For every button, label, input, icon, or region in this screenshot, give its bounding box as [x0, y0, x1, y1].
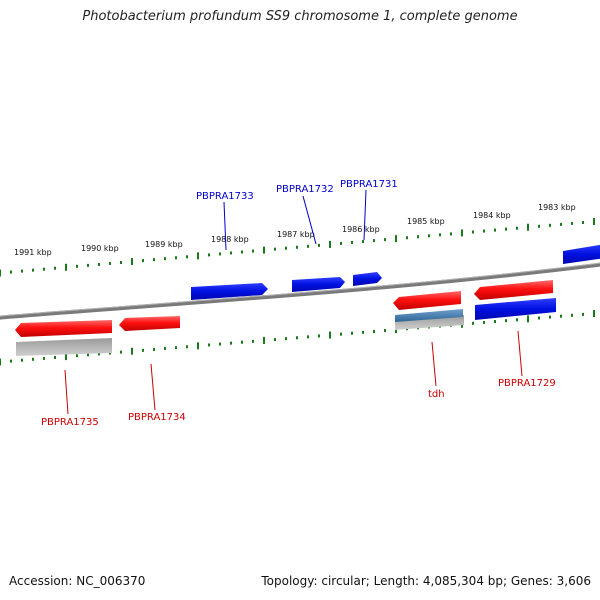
leader-PBPRA1733	[223, 201, 227, 251]
leader-PBPRA1729	[517, 330, 523, 377]
gene-label-tdh[interactable]: tdh	[428, 389, 445, 400]
gene-PBPRA1735-arrow[interactable]	[15, 320, 112, 337]
scale-label-1986: 1986 kbp	[342, 225, 380, 234]
leader-PBPRA1735	[64, 369, 69, 415]
scale-label-1983: 1983 kbp	[538, 203, 576, 212]
gene-label-PBPRA1734[interactable]: PBPRA1734	[128, 412, 186, 423]
upper-scale-track	[0, 218, 595, 277]
steel-feature-tdh[interactable]	[395, 309, 463, 322]
leader-tdh	[431, 341, 437, 387]
chromosome-backbone-highlight	[0, 262, 600, 317]
accession-label: Accession: NC_006370	[9, 574, 146, 588]
page-title: Photobacterium profundum SS9 chromosome …	[82, 9, 518, 24]
gene-label-PBPRA1729[interactable]: PBPRA1729	[498, 378, 556, 389]
gene-label-PBPRA1733[interactable]: PBPRA1733	[196, 191, 254, 202]
leader-PBPRA1734	[150, 363, 156, 411]
gene-tdh-arrow[interactable]	[393, 291, 461, 310]
gene-PBPRA1730-arrow[interactable]	[474, 280, 553, 300]
lower-scale-track	[0, 309, 595, 366]
scale-label-1985: 1985 kbp	[407, 217, 445, 226]
scale-label-1984: 1984 kbp	[473, 211, 511, 220]
gene-label-PBPRA1732[interactable]: PBPRA1732	[276, 184, 334, 195]
grey-feature-left[interactable]	[16, 338, 112, 356]
chromosome-backbone	[0, 262, 600, 320]
scale-labels: 1991 kbp 1990 kbp 1989 kbp 1988 kbp 1987…	[14, 203, 576, 257]
gene-PBPRA1731-arrow[interactable]	[353, 272, 382, 286]
scale-label-1988: 1988 kbp	[211, 235, 249, 244]
scale-label-1991: 1991 kbp	[14, 248, 52, 257]
gene-PBPRA1733-arrow[interactable]	[191, 283, 268, 300]
scale-label-1990: 1990 kbp	[81, 244, 119, 253]
gene-far-right-arrow[interactable]	[563, 244, 600, 264]
scale-label-1989: 1989 kbp	[145, 240, 183, 249]
gene-PBPRA1729-arrow[interactable]	[475, 298, 556, 320]
minus-strand-genes	[15, 280, 553, 337]
leader-lines	[64, 189, 523, 415]
scale-label-1987: 1987 kbp	[277, 230, 315, 239]
lower-features	[16, 298, 556, 356]
leader-PBPRA1731	[363, 189, 367, 241]
leader-PBPRA1732	[302, 195, 317, 245]
gene-label-PBPRA1731[interactable]: PBPRA1731	[340, 179, 398, 190]
gene-PBPRA1734-arrow[interactable]	[119, 316, 180, 331]
gene-labels: PBPRA1733 PBPRA1732 PBPRA1731 PBPRA1735 …	[41, 179, 556, 428]
gene-PBPRA1732-arrow[interactable]	[292, 277, 345, 292]
genome-summary: Topology: circular; Length: 4,085,304 bp…	[261, 574, 591, 588]
plus-strand-genes	[191, 244, 600, 300]
gene-label-PBPRA1735[interactable]: PBPRA1735	[41, 417, 99, 428]
